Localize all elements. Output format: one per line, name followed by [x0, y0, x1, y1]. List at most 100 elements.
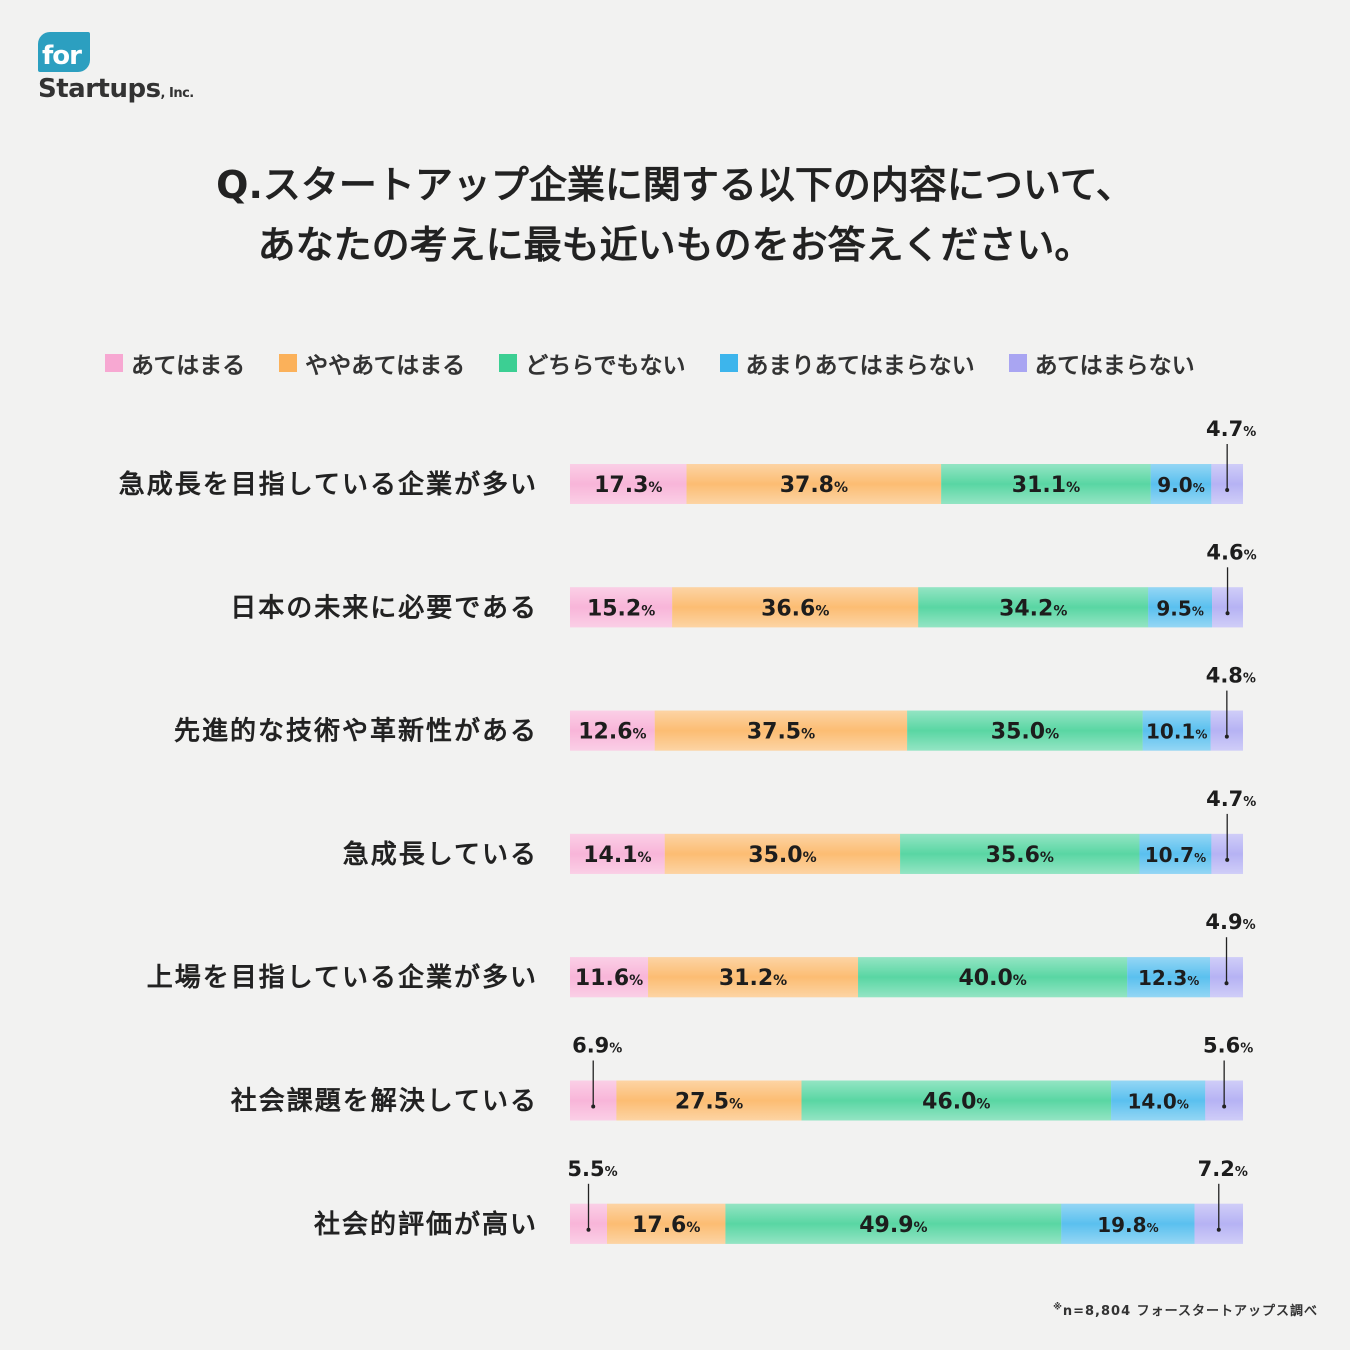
value-label-r5-s4: 12.3%: [1138, 966, 1199, 990]
value-label-r3-s5: 4.8%: [1206, 664, 1256, 688]
brand-logo: for Startups, Inc.: [38, 32, 208, 112]
legend-label-1: あてはまる: [131, 353, 246, 379]
value-label-r2-s2: 36.6%: [761, 596, 829, 621]
legend-label-2: ややあてはまる: [305, 353, 466, 379]
logo-badge: for: [38, 32, 90, 72]
legend-item-2: ややあてはまる: [279, 346, 465, 380]
bar-segment-shine-r5-s1: [570, 957, 649, 998]
leader-dot-r4-s5: [1225, 857, 1230, 862]
value-label-r4-s1: 14.1%: [583, 843, 651, 868]
category-label-2: 日本の未来に必要である: [230, 593, 538, 623]
legend-swatch-4: [719, 354, 738, 372]
category-label-4: 急成長している: [343, 840, 538, 870]
legend-swatch-2: [279, 354, 298, 372]
bar-segment-shine-r1-s4: [1150, 464, 1212, 504]
value-label-r7-s3: 49.9%: [859, 1213, 927, 1238]
chart-legend: あてはまる ややあてはまる どちらでもない あまりあてはまらない あてはまらない: [105, 345, 1265, 381]
bar-segment-shine-r3-s3: [907, 710, 1143, 751]
footnote-text: n=8,804 フォースタートアップス調べ: [1062, 1304, 1318, 1319]
value-label-r2-s4: 9.5%: [1156, 596, 1203, 620]
value-label-r3-s1: 12.6%: [578, 720, 646, 745]
value-label-r1-s5: 4.7%: [1206, 417, 1256, 441]
leader-dot-r7-s1: [586, 1227, 591, 1232]
leader-dot-r6-s1: [591, 1104, 596, 1109]
value-label-r2-s1: 15.2%: [587, 596, 655, 621]
leader-dot-r1-s5: [1225, 488, 1230, 492]
value-label-r1-s1: 17.3%: [594, 473, 662, 498]
stacked-bar-chart: 急成長を目指している企業が多い 17.3% 37.8% 31.1% 9.0% 4.7% 日本…: [119, 417, 1257, 1244]
bar-segment-shine-r1-s2: [686, 464, 942, 504]
bar-segment-shine-r5-s2: [648, 957, 859, 998]
bar-segment-shine-r2-s2: [672, 587, 919, 628]
value-label-r7-s1: 5.5%: [567, 1157, 617, 1181]
question-line-1: Q.スタートアップ企業に関する以下の内容について、: [216, 163, 1134, 207]
value-label-r2-s5: 4.6%: [1206, 540, 1256, 564]
value-label-r3-s4: 10.1%: [1146, 720, 1207, 744]
logo-name-text: Startups: [38, 74, 161, 104]
footnote: ※n=8,804 フォースタートアップス調べ: [1053, 1300, 1318, 1319]
category-label-5: 上場を目指している企業が多い: [147, 962, 538, 993]
bar-segment-shine-r7-s3: [725, 1203, 1062, 1244]
leader-dot-r2-s5: [1225, 611, 1230, 616]
bar-segment-shine-r3-s2: [654, 710, 908, 751]
legend-label-4: あまりあてはまらない: [745, 353, 975, 379]
category-label-7: 社会的評価が高い: [314, 1209, 538, 1240]
value-label-r5-s3: 40.0%: [958, 966, 1026, 991]
value-label-r7-s2: 17.6%: [632, 1213, 700, 1238]
value-label-r5-s1: 11.6%: [575, 966, 643, 991]
question-title: Q.スタートアップ企業に関する以下の内容について、 あなたの考えに最も近いものを…: [0, 155, 1350, 275]
legend-label-5: あてはまらない: [1034, 353, 1195, 379]
category-label-3: 先進的な技術や革新性がある: [174, 716, 538, 747]
value-label-r3-s3: 35.0%: [991, 720, 1059, 745]
category-label-1: 急成長を目指している企業が多い: [119, 469, 538, 500]
legend-item-4: あまりあてはまらない: [719, 346, 975, 380]
leader-dot-r7-s5: [1216, 1227, 1221, 1232]
bar-segment-shine-r6-s2: [616, 1080, 802, 1121]
legend-swatch-1: [105, 354, 123, 372]
legend-swatch-5: [1008, 354, 1027, 372]
bar-segment-shine-r7-s4: [1061, 1203, 1195, 1244]
value-label-r5-s2: 31.2%: [719, 966, 787, 991]
bar-segment-shine-r6-s4: [1111, 1080, 1206, 1121]
value-label-r1-s3: 31.1%: [1012, 473, 1080, 498]
bar-segment-shine-r1-s3: [941, 464, 1151, 504]
bar-segment-shine-r3-s4: [1142, 710, 1211, 751]
footnote-mark: ※: [1053, 1302, 1063, 1313]
legend-item-3: どちらでもない: [499, 346, 686, 380]
legend-item-1: あてはまる: [105, 346, 245, 380]
bar-segment-shine-r5-s3: [858, 957, 1128, 998]
legend-swatch-3: [499, 354, 518, 372]
leader-dot-r5-s5: [1224, 981, 1229, 986]
value-label-r7-s4: 19.8%: [1097, 1213, 1158, 1237]
bar-segment-shine-r3-s1: [570, 710, 655, 751]
bar-segment-shine-r4-s2: [664, 833, 901, 874]
bar-segment-shine-r4-s3: [900, 833, 1140, 874]
question-line-2: あなたの考えに最も近いものをお答えください。: [257, 223, 1093, 267]
category-label-6: 社会課題を解決している: [231, 1086, 538, 1117]
logo-inc-text: , Inc.: [160, 86, 195, 101]
value-label-r1-s2: 37.8%: [780, 473, 848, 498]
value-label-r4-s4: 10.7%: [1145, 843, 1206, 867]
value-label-r6-s1: 6.9%: [572, 1034, 622, 1058]
bar-segment-shine-r6-s3: [801, 1080, 1112, 1121]
bar-segment-shine-r1-s1: [570, 464, 687, 504]
value-label-r5-s5: 4.9%: [1205, 910, 1255, 934]
value-label-r4-s2: 35.0%: [748, 843, 816, 868]
value-label-r1-s4: 9.0%: [1157, 473, 1204, 497]
value-label-r6-s5: 5.6%: [1203, 1034, 1253, 1058]
logo-company-name: Startups, Inc.: [38, 74, 194, 104]
bar-segment-shine-r2-s3: [918, 587, 1149, 628]
value-label-r6-s2: 27.5%: [675, 1090, 743, 1115]
bar-segment-shine-r2-s4: [1148, 587, 1213, 628]
legend-label-3: どちらでもない: [525, 353, 686, 379]
value-label-r7-s5: 7.2%: [1198, 1157, 1248, 1181]
bar-segment-shine-r4-s4: [1139, 833, 1212, 874]
logo-for-text: for: [42, 41, 82, 71]
value-label-r6-s3: 46.0%: [922, 1090, 990, 1115]
value-label-r6-s4: 14.0%: [1128, 1090, 1189, 1114]
leader-dot-r6-s5: [1222, 1104, 1227, 1109]
value-label-r4-s5: 4.7%: [1206, 787, 1256, 811]
bar-segment-shine-r4-s1: [570, 833, 665, 874]
bar-segment-shine-r2-s1: [570, 587, 673, 628]
value-label-r4-s3: 35.6%: [986, 843, 1054, 868]
